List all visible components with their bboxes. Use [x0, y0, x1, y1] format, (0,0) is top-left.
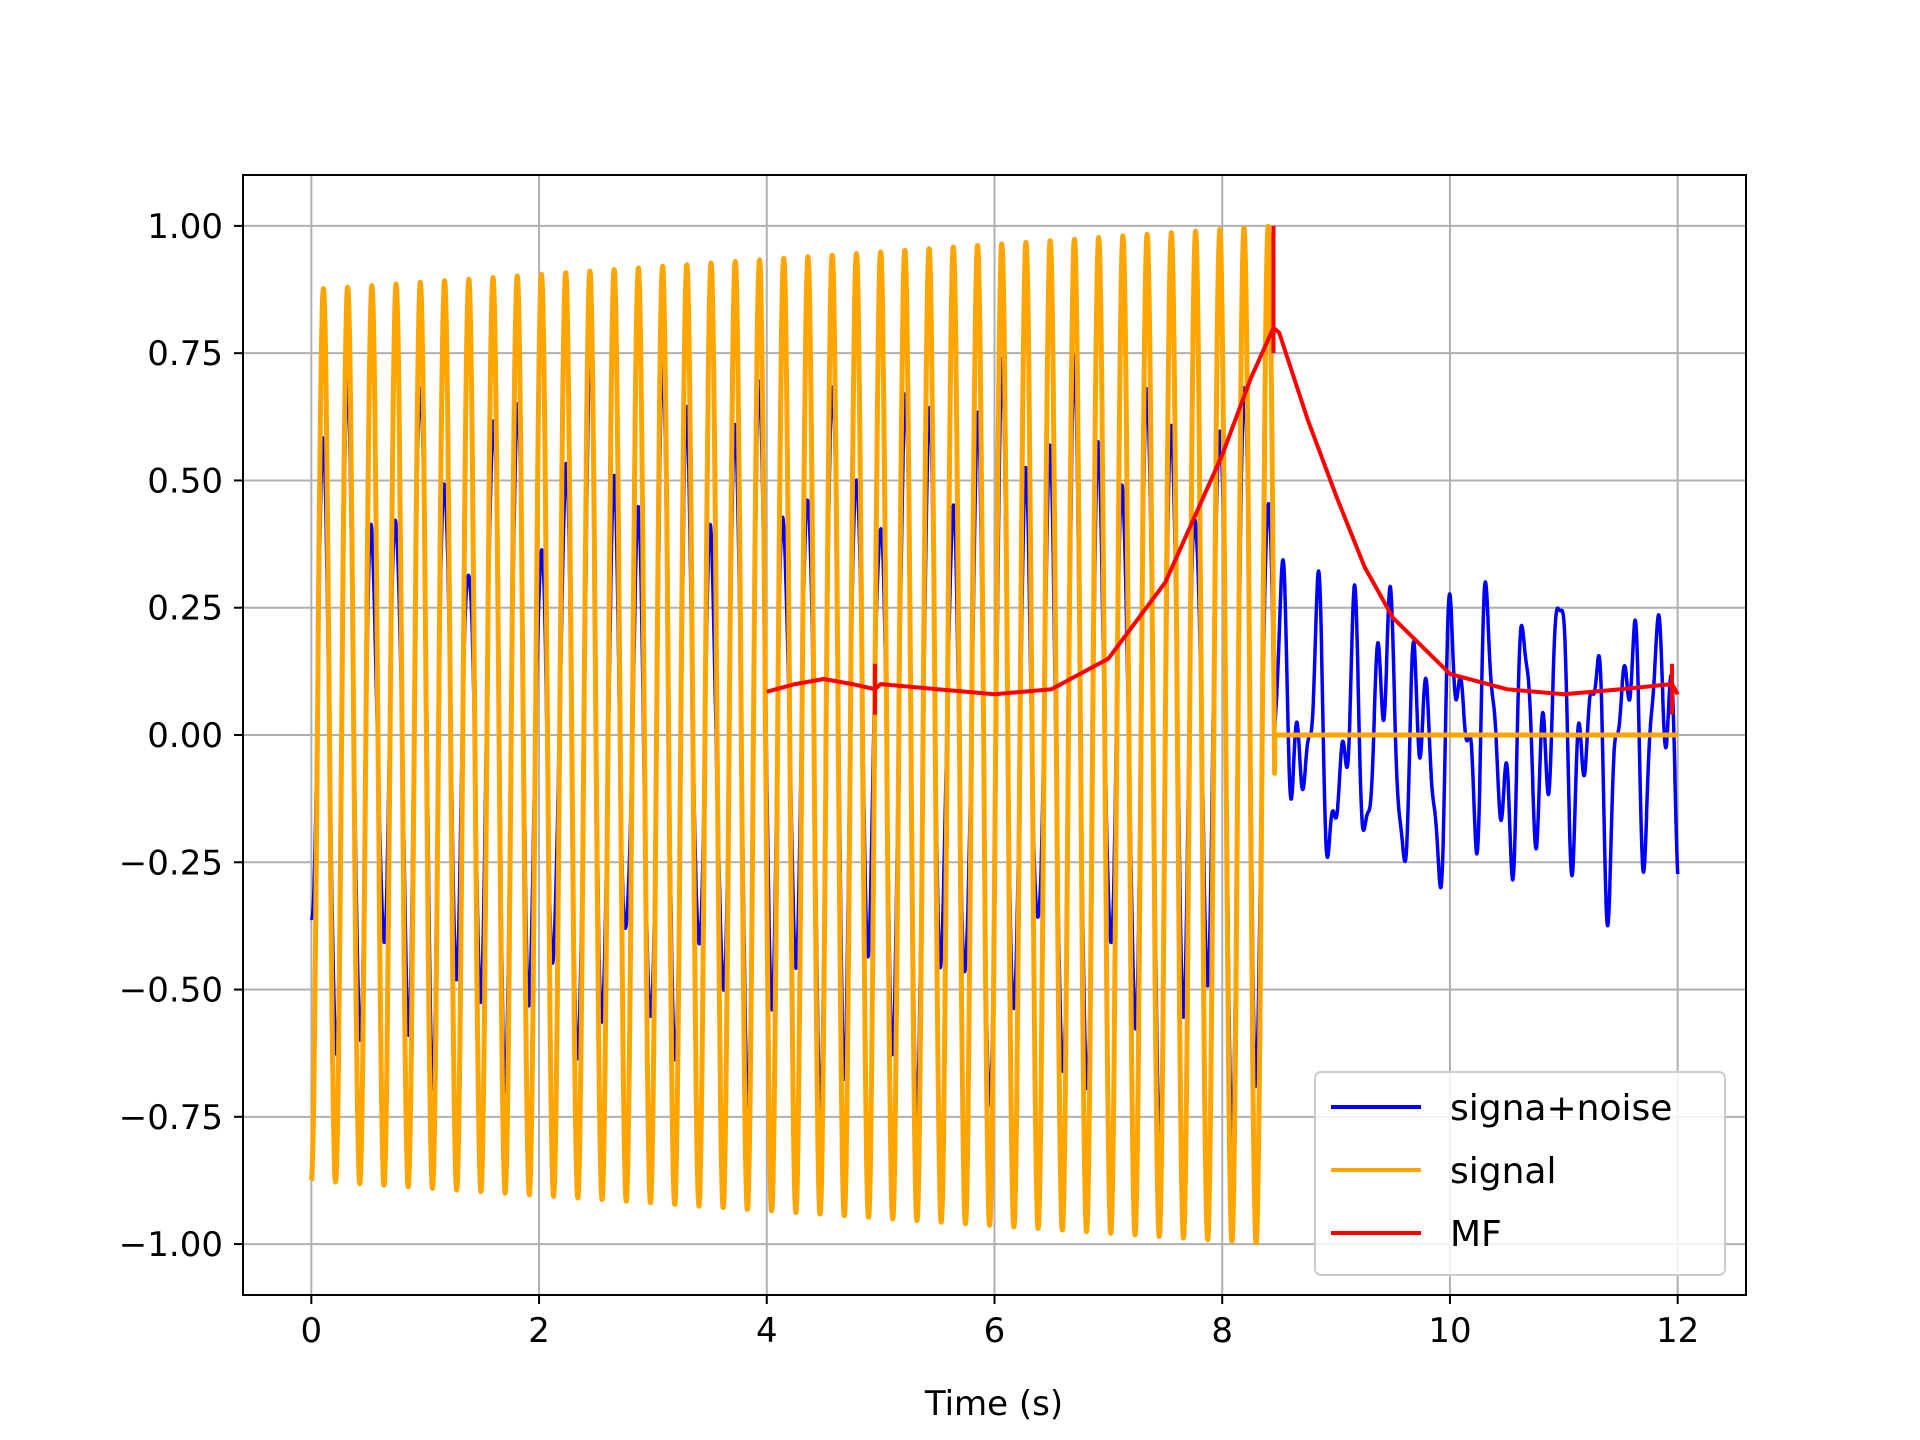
x-tick-label: 10: [1428, 1311, 1471, 1351]
y-tick-label: −0.50: [119, 971, 223, 1011]
legend-box: [1314, 1071, 1726, 1276]
x-tick-label: 2: [528, 1311, 550, 1351]
x-tick-label: 12: [1656, 1311, 1699, 1351]
axis-ticks: 0 2 4 6 8 10 12 1.00 0.75 0.50 0.25 0.00 −0.25 −0.50 −…: [119, 207, 1700, 1351]
series-layer: [308, 223, 1680, 1246]
y-tick-label: −0.25: [119, 843, 223, 883]
legend-label-signal-noise: signa+noise: [1450, 1088, 1672, 1129]
y-tick-label: −0.75: [119, 1098, 223, 1138]
x-tick-label: 6: [984, 1311, 1006, 1351]
x-tick-label: 4: [756, 1311, 778, 1351]
y-tick-label: 0.75: [147, 334, 223, 374]
legend-label-signal: signal: [1450, 1151, 1557, 1192]
series-line-signal: [308, 223, 1680, 1246]
y-tick-label: 0.25: [147, 589, 223, 629]
x-tick-label: 8: [1211, 1311, 1233, 1351]
y-tick-label: −1.00: [119, 1225, 223, 1265]
x-tick-label: 0: [300, 1311, 322, 1351]
x-axis-label: Time (s): [924, 1384, 1063, 1424]
y-tick-label: 0.00: [147, 716, 223, 756]
legend-label-mf: MF: [1450, 1214, 1502, 1255]
y-tick-label: 0.50: [147, 461, 223, 501]
legend: signa+noise signal MF: [1314, 1071, 1726, 1276]
y-tick-label: 1.00: [147, 207, 223, 247]
